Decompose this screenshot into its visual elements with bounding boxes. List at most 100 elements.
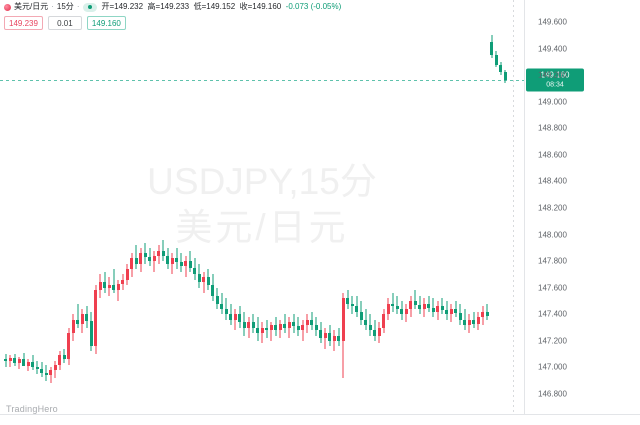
candlestick (283, 0, 286, 414)
candlestick (359, 0, 363, 414)
candlestick (274, 0, 277, 414)
candle-body (4, 359, 7, 361)
candle-wick (270, 322, 272, 341)
candlestick (157, 0, 160, 414)
ohlc-readout: 开=149.232 高=149.233 低=149.152 收=149.160 … (101, 1, 341, 13)
time-axis[interactable] (0, 414, 640, 425)
candlestick (130, 0, 133, 414)
candlestick (391, 0, 394, 414)
candle-wick (324, 327, 326, 349)
candle-body (44, 372, 48, 376)
candle-body (265, 327, 268, 331)
candle-body (463, 319, 466, 325)
price-tick-label: 147.000 (538, 362, 567, 372)
candlestick (134, 0, 138, 414)
candlestick (278, 0, 282, 414)
current-price-time: 08:34 (546, 81, 564, 89)
candlestick (251, 0, 255, 414)
candle-body (121, 279, 124, 284)
candlestick (197, 0, 201, 414)
candlestick (238, 0, 241, 414)
legend-separator-2: · (76, 2, 80, 11)
price-tick-label: 148.800 (538, 123, 567, 133)
candlestick (454, 0, 457, 414)
candlestick (17, 0, 21, 414)
candle-body (116, 283, 120, 291)
candlestick (503, 0, 507, 414)
candlestick (8, 0, 12, 414)
candle-body (17, 359, 21, 364)
candlestick (296, 0, 300, 414)
price-tick-label: 148.000 (538, 230, 567, 240)
candle-wick (113, 269, 114, 293)
candle-wick (117, 279, 119, 301)
spread-badge[interactable]: 0.01 (47, 16, 82, 30)
candle-body (13, 358, 16, 364)
candlestick (148, 0, 151, 414)
candlestick (184, 0, 187, 414)
candlestick (76, 0, 79, 414)
candlestick (431, 0, 435, 414)
candle-body (422, 303, 426, 309)
candlestick (341, 0, 345, 414)
price-axis[interactable]: 149.160 08:34 149.600 149.400 149.200 149.0… (524, 0, 640, 414)
candle-wick (396, 295, 398, 315)
candlestick (422, 0, 426, 414)
candlestick (292, 0, 295, 414)
candlestick (265, 0, 268, 414)
candlestick (202, 0, 205, 414)
candlestick (22, 0, 25, 414)
symbol-name[interactable]: 美元/日元 (14, 2, 49, 11)
candle-body (296, 326, 300, 331)
candle-body (499, 64, 502, 73)
last-price-badge[interactable]: 149.160 (86, 16, 126, 30)
price-tick-label: 149.200 (538, 70, 567, 80)
candle-body (436, 306, 439, 312)
candle-body (373, 330, 376, 336)
candlestick (368, 0, 372, 414)
candle-wick (234, 308, 236, 331)
visibility-toggle-icon[interactable] (83, 2, 98, 12)
candle-wick (225, 298, 227, 320)
candle-wick (428, 295, 429, 312)
candlestick (269, 0, 273, 414)
candle-wick (23, 352, 24, 365)
candle-body (215, 295, 219, 304)
price-tick-label: 147.800 (538, 256, 567, 266)
candle-wick (185, 255, 186, 278)
candle-body (76, 319, 79, 324)
candle-body (503, 72, 507, 81)
candle-body (85, 314, 88, 321)
candlestick (13, 0, 16, 414)
symbol-pair-icon (4, 3, 11, 11)
candle-wick (144, 242, 146, 264)
price-tick-label: 146.800 (538, 389, 567, 399)
candle-body (211, 285, 214, 296)
candle-body (161, 250, 165, 256)
candle-body (58, 355, 61, 365)
high-price-badge[interactable]: 149.239 (4, 16, 43, 30)
open-value: 149.232 (114, 2, 144, 11)
chart-plot-area[interactable]: USDJPY,15分 美元/日元 (0, 0, 524, 414)
candle-body (332, 335, 336, 341)
candle-body (170, 258, 174, 264)
interval-label[interactable]: 15分 (56, 2, 74, 11)
candlestick (112, 0, 115, 414)
candle-wick (419, 295, 420, 315)
candle-wick (50, 367, 51, 384)
candle-body (454, 308, 457, 313)
candle-body (472, 319, 475, 324)
candlestick (364, 0, 367, 414)
candle-wick (77, 303, 78, 328)
candlestick (143, 0, 147, 414)
candle-body (400, 308, 403, 315)
candle-body (26, 362, 30, 367)
candle-body (346, 298, 349, 304)
candle-body (323, 332, 327, 339)
legend-separator: · (51, 2, 54, 11)
candlestick (71, 0, 75, 414)
candle-body (377, 327, 381, 336)
candlestick (436, 0, 439, 414)
candle-body (166, 255, 169, 264)
candlestick (247, 0, 250, 414)
